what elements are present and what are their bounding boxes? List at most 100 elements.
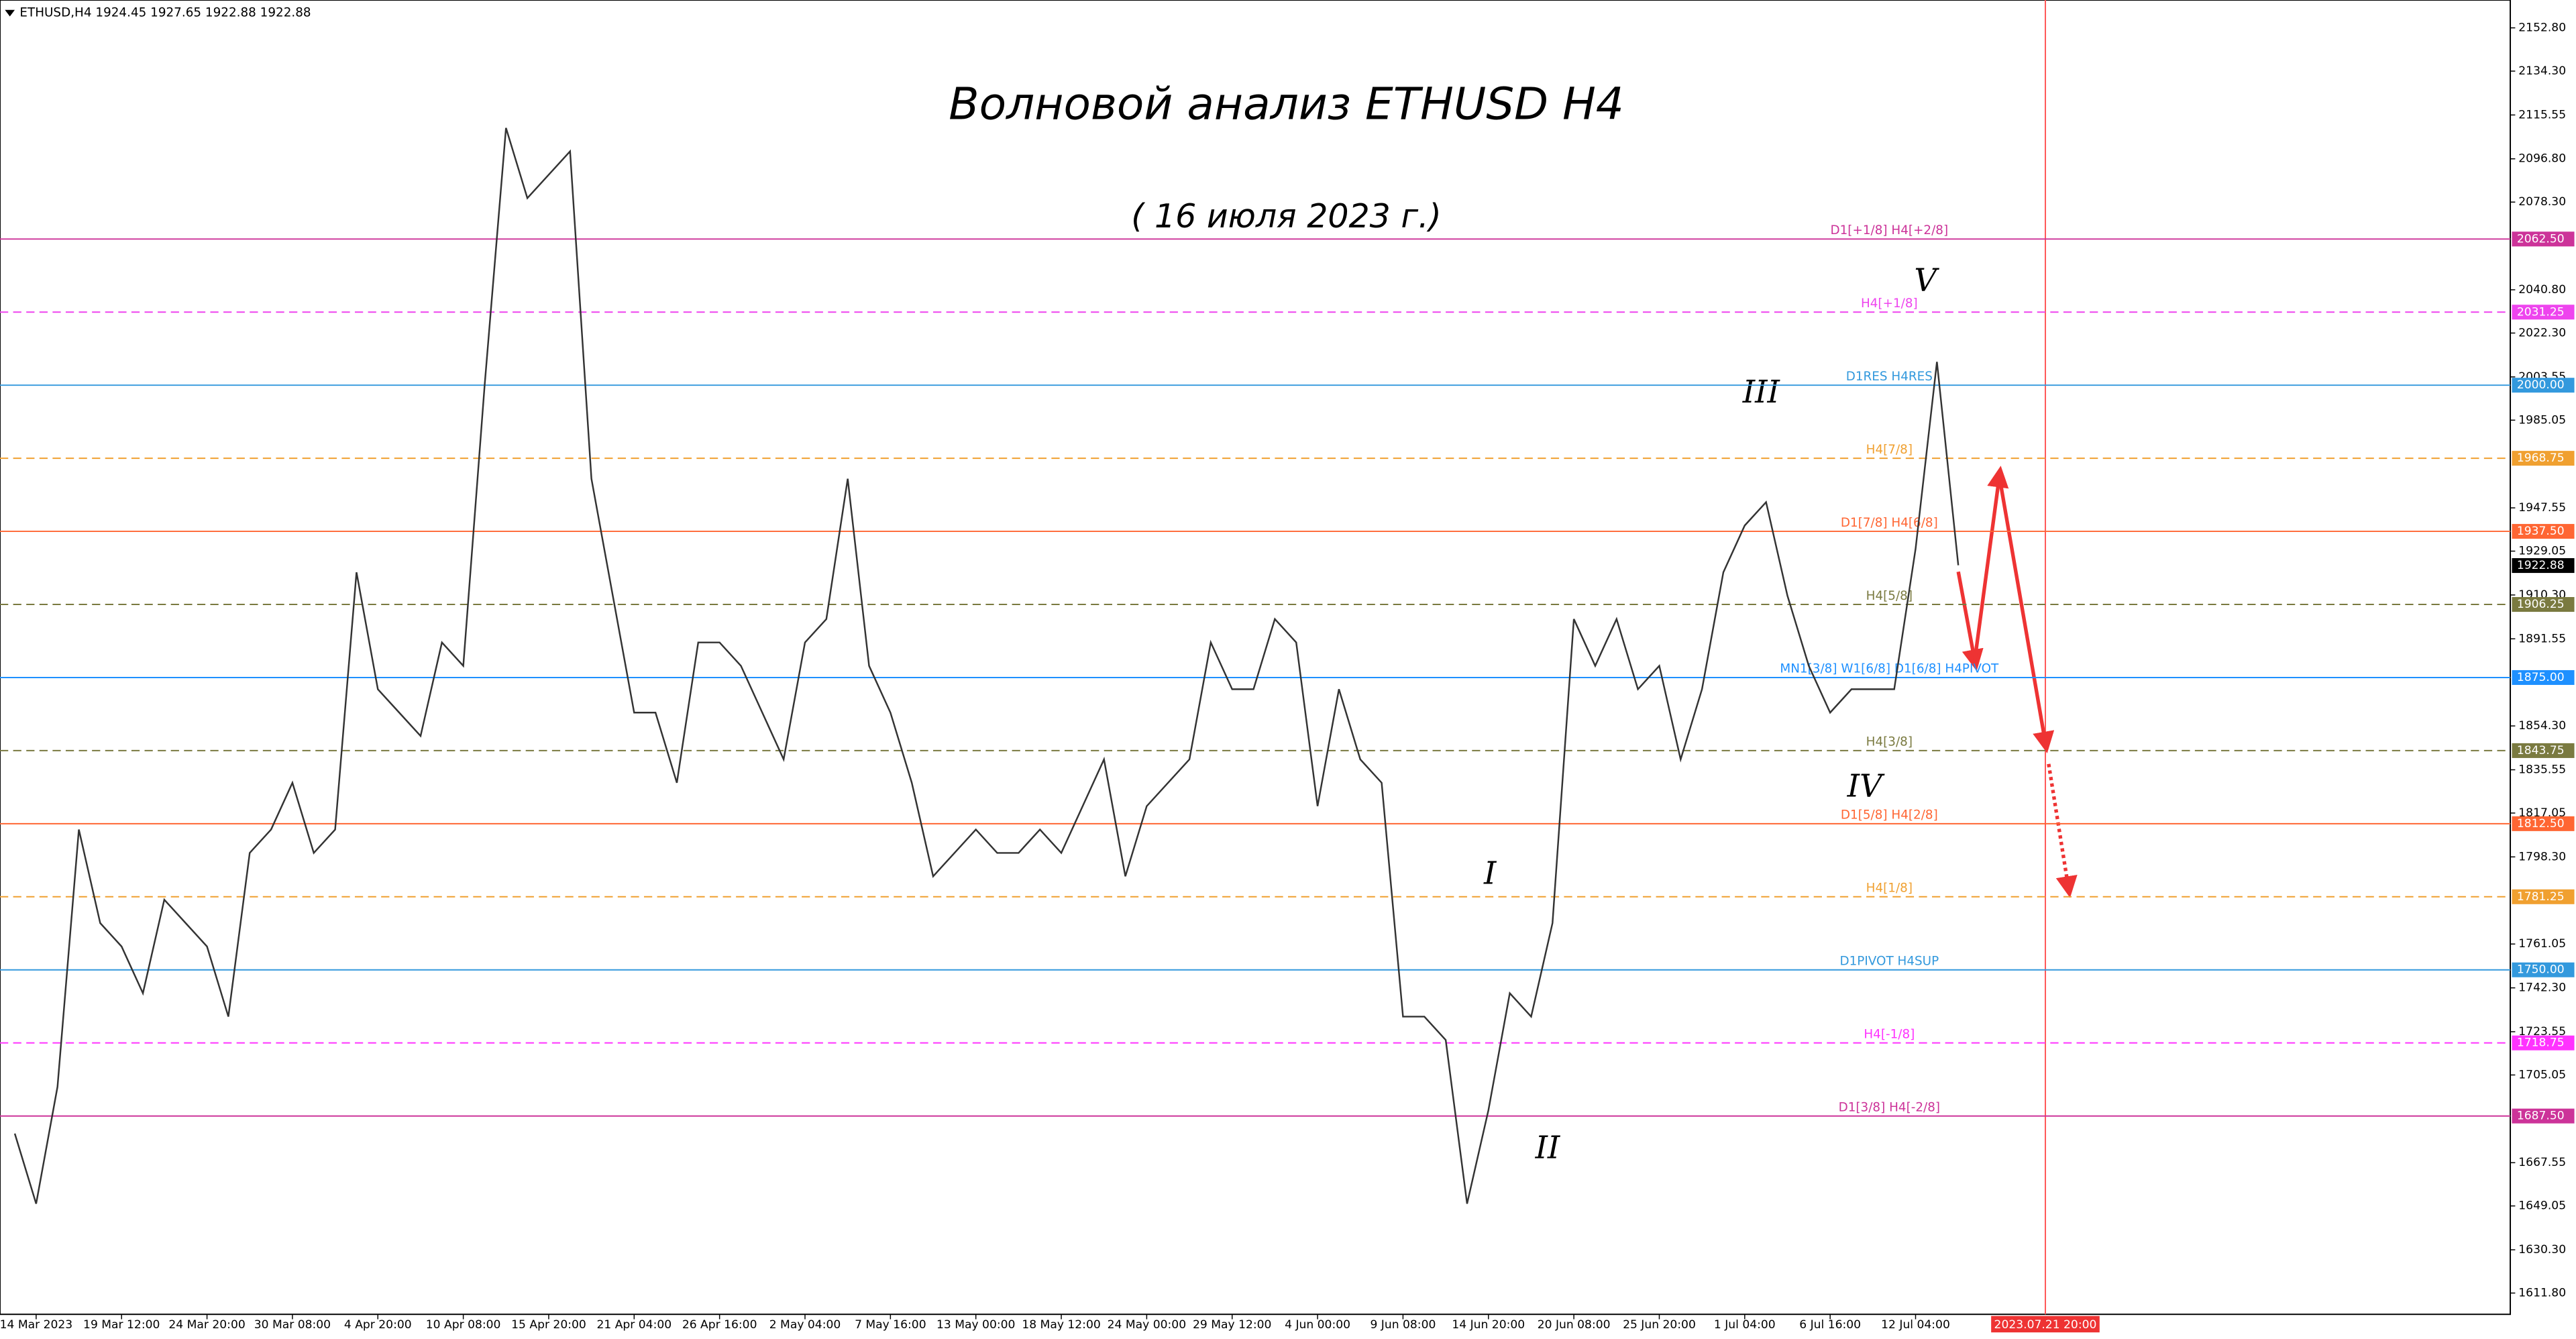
x-tick-label: 4 Jun 00:00	[1285, 1318, 1350, 1332]
y-tick-label: 2134.30	[2518, 64, 2566, 78]
y-tick-label: 2022.30	[2518, 326, 2566, 339]
level-name: H4[1/8]	[1866, 881, 1913, 896]
level-box	[2512, 524, 2575, 539]
level-price: 1781.25	[2517, 890, 2565, 904]
x-tick-label: 18 May 12:00	[1022, 1318, 1100, 1332]
x-tick-label: 1 Jul 04:00	[1714, 1318, 1776, 1332]
level-box	[2512, 962, 2575, 977]
level-box	[2512, 889, 2575, 904]
level-price: 1843.75	[2517, 744, 2565, 757]
x-tick-label: 4 Apr 20:00	[344, 1318, 412, 1332]
x-tick-label: 30 Mar 08:00	[254, 1318, 331, 1332]
x-tick-label: 9 Jun 08:00	[1370, 1318, 1436, 1332]
y-tick-label: 1929.05	[2518, 545, 2566, 558]
price-line	[13, 127, 1960, 1204]
last-price-box	[2512, 558, 2575, 574]
x-tick-label: 15 Apr 20:00	[511, 1318, 586, 1332]
level-name: D1RES H4RES	[1846, 370, 1933, 384]
x-tick-label: 6 Jul 16:00	[1799, 1318, 1861, 1332]
level-name: H4[+1/8]	[1861, 297, 1918, 311]
y-tick-label: 1611.80	[2518, 1287, 2566, 1300]
x-tick-label: 7 May 16:00	[855, 1318, 926, 1332]
header-icon	[5, 9, 15, 17]
level-box	[2512, 451, 2575, 466]
y-tick-label: 1947.55	[2518, 501, 2566, 515]
level-box	[2512, 597, 2575, 612]
forecast-time-box	[1991, 1316, 2100, 1333]
x-tick-label: 24 Mar 20:00	[168, 1318, 245, 1332]
wave-label: I	[1483, 855, 1497, 891]
x-tick-label: 19 Mar 12:00	[83, 1318, 160, 1332]
chart-subtitle: ( 16 июля 2023 г.)	[1131, 197, 1442, 235]
y-tick-label: 1854.30	[2518, 719, 2566, 733]
level-price: 2031.25	[2517, 305, 2565, 319]
y-tick-label: 1891.55	[2518, 632, 2566, 645]
level-name: H4[7/8]	[1866, 443, 1913, 457]
level-box	[2512, 231, 2575, 247]
level-box	[2512, 378, 2575, 393]
y-tick-label: 1742.30	[2518, 981, 2566, 995]
level-price: 1718.75	[2517, 1036, 2565, 1050]
x-tick-label: 12 Jul 04:00	[1881, 1318, 1950, 1332]
y-tick-label: 2152.80	[2518, 21, 2566, 35]
level-name: MN1[3/8] W1[6/8] D1[6/8] H4PIVOT	[1780, 662, 1999, 676]
level-name: D1[+1/8] H4[+2/8]	[1830, 223, 1948, 237]
level-price: 1937.50	[2517, 525, 2565, 538]
level-price: 2000.00	[2517, 378, 2565, 392]
x-tick-label: 29 May 12:00	[1193, 1318, 1271, 1332]
wave-label: IV	[1847, 768, 1885, 804]
x-tick-label: 13 May 00:00	[936, 1318, 1015, 1332]
level-box	[2512, 743, 2575, 758]
level-box	[2512, 816, 2575, 831]
level-price: 1906.25	[2517, 598, 2565, 611]
level-price: 1875.00	[2517, 671, 2565, 684]
x-tick-label: 20 Jun 08:00	[1538, 1318, 1611, 1332]
forecast-time: 2023.07.21 20:00	[1994, 1318, 2097, 1332]
level-box	[2512, 305, 2575, 320]
level-price: 1687.50	[2517, 1110, 2565, 1123]
y-tick-label: 1985.05	[2518, 413, 2566, 427]
level-name: H4[-1/8]	[1864, 1027, 1915, 1041]
x-tick-label: 26 Apr 16:00	[682, 1318, 757, 1332]
level-name: D1[5/8] H4[2/8]	[1841, 808, 1938, 822]
level-name: D1PIVOT H4SUP	[1839, 954, 1939, 968]
level-price: 1968.75	[2517, 451, 2565, 465]
level-price: 1812.50	[2517, 817, 2565, 831]
y-tick-label: 2040.80	[2518, 283, 2566, 297]
x-tick-label: 10 Apr 08:00	[426, 1318, 501, 1332]
forecast-arrows	[1956, 466, 2078, 898]
x-tick-label: 21 Apr 04:00	[596, 1318, 672, 1332]
y-tick-label: 2078.30	[2518, 195, 2566, 209]
level-name: H4[3/8]	[1866, 735, 1913, 749]
y-tick-label: 2096.80	[2518, 152, 2566, 166]
x-tick-label: 25 Jun 20:00	[1623, 1318, 1696, 1332]
level-name: D1[3/8] H4[-2/8]	[1839, 1100, 1941, 1114]
y-tick-label: 1798.30	[2518, 850, 2566, 863]
level-box	[2512, 1035, 2575, 1051]
last-price: 1922.88	[2517, 559, 2565, 572]
level-price: 1750.00	[2517, 963, 2565, 977]
x-tick-label: 24 May 00:00	[1108, 1318, 1186, 1332]
chart-title: Волновой анализ ETHUSD H4	[949, 78, 1624, 129]
y-tick-label: 1667.55	[2518, 1156, 2566, 1169]
level-name: D1[7/8] H4[6/8]	[1841, 516, 1938, 530]
header: ETHUSD,H4 1924.45 1927.65 1922.88 1922.8…	[19, 6, 311, 20]
y-tick-label: 2115.55	[2518, 108, 2566, 121]
wave-label: II	[1535, 1129, 1561, 1165]
y-tick-label: 1630.30	[2518, 1243, 2566, 1256]
wave-label: V	[1914, 262, 1939, 298]
level-name: H4[5/8]	[1866, 589, 1913, 603]
plot-area	[0, 0, 2512, 1316]
level-price: 2062.50	[2517, 232, 2565, 246]
x-tick-label: 2 May 04:00	[769, 1318, 841, 1332]
y-tick-label: 1835.55	[2518, 763, 2566, 776]
wave-label: III	[1742, 374, 1781, 410]
x-tick-label: 14 Jun 20:00	[1452, 1318, 1525, 1332]
y-tick-label: 1723.55	[2518, 1025, 2566, 1038]
level-box	[2512, 670, 2575, 685]
y-tick-label: 1761.05	[2518, 937, 2566, 951]
level-box	[2512, 1108, 2575, 1124]
y-tick-label: 1649.05	[2518, 1199, 2566, 1213]
y-tick-label: 1705.05	[2518, 1068, 2566, 1081]
